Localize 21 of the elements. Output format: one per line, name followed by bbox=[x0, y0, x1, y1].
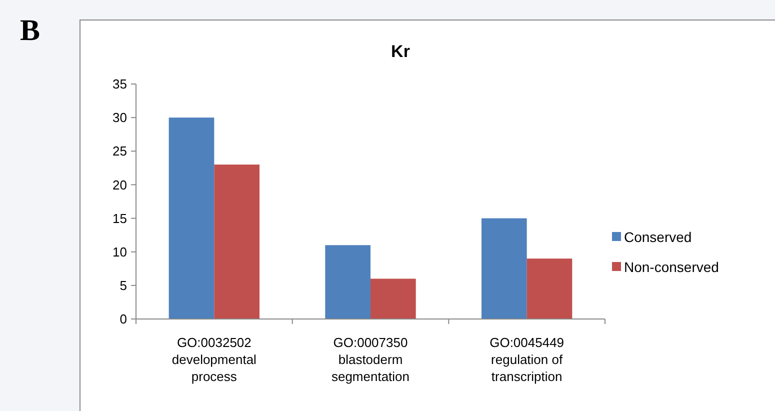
y-tick-label: 35 bbox=[112, 76, 127, 92]
bar bbox=[168, 118, 214, 319]
x-tick-label: GO:0045449 regulation of transcription bbox=[490, 335, 564, 384]
text: B bbox=[20, 14, 40, 47]
bar bbox=[214, 164, 260, 319]
y-tick-label: 20 bbox=[112, 177, 127, 192]
x-tick-label: GO:0007350 blastoderm segmentation bbox=[331, 335, 410, 384]
bar bbox=[325, 245, 370, 319]
y-tick-label: 30 bbox=[112, 110, 127, 126]
y-tick-label: 15 bbox=[112, 210, 127, 226]
bar bbox=[370, 278, 416, 319]
legend-label: Conserved bbox=[624, 228, 692, 245]
y-tick-label: 5 bbox=[120, 278, 127, 293]
y-tick-label: 0 bbox=[120, 312, 127, 327]
y-tick-label: 10 bbox=[112, 244, 127, 260]
bar bbox=[526, 258, 572, 319]
chart-title: Kr bbox=[391, 42, 410, 61]
legend-label: Non-conserved bbox=[624, 258, 719, 275]
bar bbox=[481, 218, 527, 319]
y-tick-label: 25 bbox=[112, 144, 127, 159]
x-tick-label: GO:0032502 developmental process bbox=[172, 335, 257, 384]
